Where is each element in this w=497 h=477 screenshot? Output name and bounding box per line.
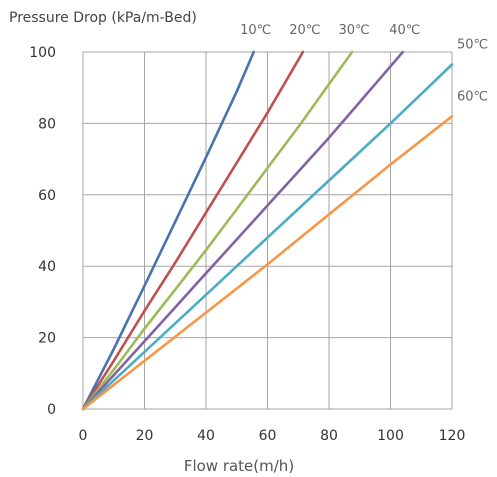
y-tick-label: 60 [38, 188, 56, 204]
series-label: 60℃ [457, 89, 488, 104]
y-tick-label: 0 [47, 402, 56, 418]
x-tick-label: 40 [197, 428, 215, 444]
series-line [81, 50, 405, 411]
series-label: 10℃ [240, 23, 271, 38]
series-label: 50℃ [457, 37, 488, 52]
x-tick-label: 0 [79, 428, 88, 444]
series-line [81, 50, 255, 411]
series-label: 30℃ [338, 23, 369, 38]
y-tick-label: 100 [29, 45, 56, 61]
grid [82, 51, 453, 410]
series-labels: 10℃ 20℃ 30℃ 40℃ 50℃ 60℃ [240, 23, 488, 104]
x-axis-title: Flow rate(m/h) [184, 457, 294, 475]
y-tick-label: 40 [38, 259, 56, 275]
series-lines [81, 50, 454, 411]
series-line [81, 63, 454, 411]
y-tick-label: 80 [38, 116, 56, 132]
series-label: 40℃ [389, 23, 420, 38]
series-line [81, 50, 305, 411]
series-line [81, 50, 354, 411]
y-tick-label: 20 [38, 331, 56, 347]
series-line [81, 115, 454, 411]
x-tick-label: 60 [259, 428, 277, 444]
y-axis-ticks: 0 20 40 60 80 100 [29, 45, 56, 418]
x-axis-ticks: 0 20 40 60 80 100 120 [79, 428, 466, 444]
x-tick-label: 20 [136, 428, 154, 444]
x-tick-label: 80 [320, 428, 338, 444]
y-axis-title: Pressure Drop (kPa/m-Bed) [9, 10, 197, 26]
x-tick-label: 100 [377, 428, 404, 444]
series-label: 20℃ [289, 23, 320, 38]
x-tick-label: 120 [439, 428, 466, 444]
